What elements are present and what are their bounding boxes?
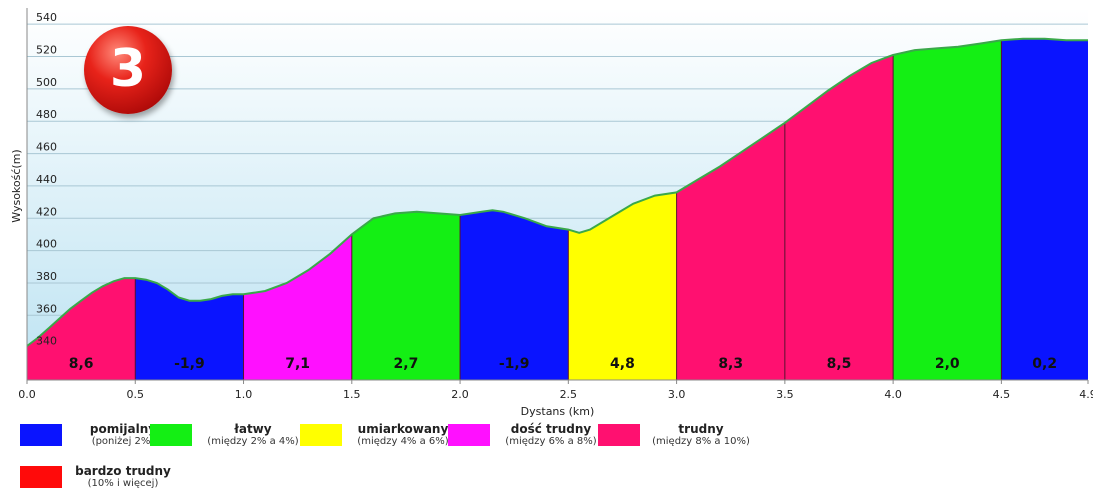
grade-label: 2,7	[394, 356, 419, 372]
legend-swatch	[598, 424, 640, 446]
grade-labels: 8,6 -1,9 7,1 2,7 -1,9 4,8 8,3 8,5 2,0 0,2	[69, 356, 1057, 372]
legend-swatch	[150, 424, 192, 446]
legend-name: trudny	[678, 422, 724, 436]
x-tick-label: 4.9	[1079, 388, 1093, 401]
x-axis-title: Dystans (km)	[521, 405, 595, 418]
legend-name: umiarkowany	[357, 422, 449, 436]
x-tick-label: 4.5	[993, 388, 1011, 401]
x-tick-label: 1.0	[235, 388, 253, 401]
y-axis-title: Wysokość(m)	[10, 149, 23, 222]
grade-label: 8,6	[69, 356, 94, 372]
y-tick-label: 460	[36, 141, 57, 154]
y-axis-ticks: 340 360 380 400 420 440 460 480 500 520 540	[36, 11, 57, 347]
grade-label: 0,2	[1032, 356, 1057, 372]
y-tick-label: 480	[36, 108, 57, 121]
legend-name: pomijalny	[89, 422, 157, 436]
x-axis-ticks: 0.0 0.5 1.0 1.5 2.0 2.5 3.0 3.5 4.0 4.5 4.9	[18, 380, 1093, 401]
legend-range: (poniżej 2%)	[91, 436, 155, 447]
grade-label: 7,1	[285, 356, 310, 372]
grade-label: 8,3	[718, 356, 743, 372]
y-tick-label: 540	[36, 11, 57, 24]
x-tick-label: 3.0	[668, 388, 686, 401]
legend-range: (między 4% a 6%)	[357, 436, 449, 447]
legend-swatch	[300, 424, 342, 446]
y-tick-label: 400	[36, 238, 57, 251]
grade-segment	[1001, 38, 1088, 380]
grade-label: -1,9	[499, 356, 530, 372]
legend-range: (10% i więcej)	[87, 478, 159, 489]
elevation-profile-line	[26, 37, 1088, 347]
grade-label: 8,5	[827, 356, 852, 372]
y-tick-label: 440	[36, 173, 57, 186]
legend-name: łatwy	[234, 422, 272, 436]
y-tick-label: 420	[36, 205, 57, 218]
legend-name: dość trudny	[510, 422, 592, 436]
grade-label: -1,9	[174, 356, 205, 372]
x-tick-label: 0.0	[18, 388, 36, 401]
x-tick-label: 4.0	[884, 388, 902, 401]
legend-range: (między 6% a 8%)	[505, 436, 597, 447]
grade-label: 2,0	[935, 356, 960, 372]
x-tick-label: 1.5	[343, 388, 361, 401]
stage-number: 3	[109, 39, 147, 99]
y-tick-label: 520	[36, 44, 57, 57]
grade-label: 4,8	[610, 356, 635, 372]
x-tick-label: 3.5	[776, 388, 794, 401]
x-tick-label: 0.5	[127, 388, 145, 401]
grade-legend: pomijalny (poniżej 2%) łatwy (między 2% a 4…	[20, 422, 780, 494]
stage-number-badge: 3	[84, 26, 172, 114]
x-tick-label: 2.5	[560, 388, 578, 401]
y-tick-label: 380	[36, 270, 57, 283]
legend-range: (między 2% a 4%)	[207, 436, 299, 447]
legend-swatch	[20, 424, 62, 446]
elevation-profile-chart: 8,6 -1,9 7,1 2,7 -1,9 4,8 8,3 8,5 2,0 0,2 3403603…	[10, 8, 1093, 418]
grade-segment	[893, 38, 1002, 380]
y-tick-label: 500	[36, 76, 57, 89]
legend-name: bardzo trudny	[75, 464, 171, 478]
legend-range: (między 8% a 10%)	[652, 436, 750, 447]
y-tick-label: 360	[36, 302, 57, 315]
x-tick-label: 2.0	[451, 388, 469, 401]
y-tick-label: 340	[36, 335, 57, 348]
legend-swatch	[20, 466, 62, 488]
legend-swatch	[448, 424, 490, 446]
